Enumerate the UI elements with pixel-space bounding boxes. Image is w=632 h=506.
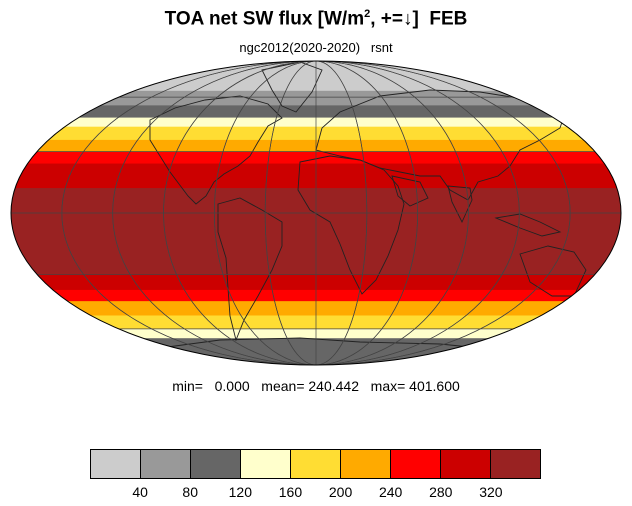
colorbar [90,449,541,479]
colorbar-segment-1 [141,450,191,478]
greenland-outline [261,61,323,113]
colorbar-tick-label: 280 [429,484,453,500]
map-border [10,60,622,366]
eurasia-outline [315,89,567,201]
colorbar-tick-label: 240 [378,484,403,500]
colorbar-segment-2 [191,450,241,478]
meridian-line [264,61,368,365]
colorbar-segment-7 [441,450,491,478]
colorbar-tick-label: 160 [278,484,303,500]
australia-outline [519,245,587,297]
meridian-line [61,61,571,365]
colorbar-tick-label: 200 [328,484,353,500]
statistics-line: min= 0.000 mean= 240.442 max= 401.600 [172,378,460,394]
north-america-outline [149,95,283,205]
map-subtitle: ngc2012(2020-2020) rsnt [239,40,393,55]
colorbar-segment-0 [91,450,141,478]
indonesia-outline [494,213,562,237]
meridian-line [112,61,520,365]
graticule-lines [11,61,621,365]
meridian-line [213,61,419,365]
colorbar-tick-label: 40 [132,484,148,500]
colorbar-segment-5 [341,450,391,478]
colorbar-segment-4 [291,450,341,478]
colorbar-tick-label: 120 [228,484,253,500]
map-title: TOA net SW flux [W/m2, +=↓] FEB [164,8,468,30]
colorbar-segment-8 [491,450,540,478]
africa-outline [297,155,405,295]
meridian-line [163,61,469,365]
colorbar-tick-label: 320 [479,484,503,500]
colorbar-segment-6 [391,450,441,478]
colorbar-tick-labels: 40 80 120 160 200 240 280 320 [90,484,541,502]
colorbar-segment-3 [241,450,291,478]
continents [149,61,587,365]
colorbar-tick-label: 80 [182,484,199,500]
